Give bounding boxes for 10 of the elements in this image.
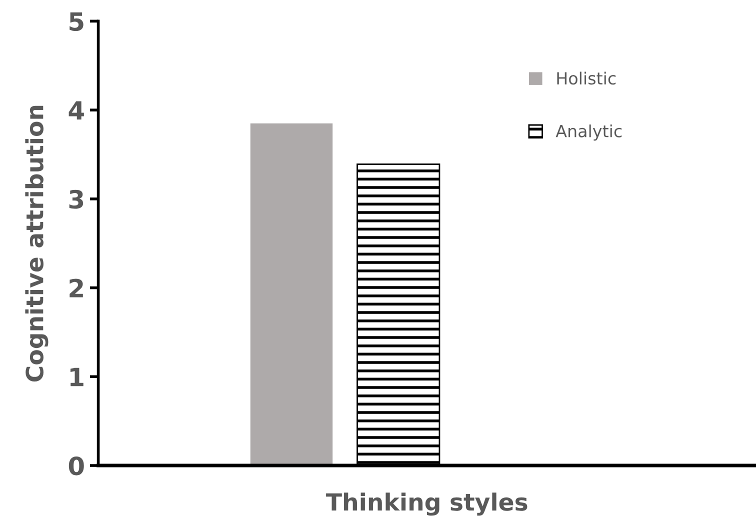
y-tick-label: 4: [68, 101, 84, 120]
y-axis-title: Cognitive attribution: [25, 106, 48, 382]
y-tick-label: 2: [70, 278, 83, 298]
y-tick-label: 3: [69, 190, 84, 209]
x-axis-title: Thinking styles: [326, 492, 528, 516]
legend-label: Holistic: [557, 72, 616, 85]
legend-label: Analytic: [556, 124, 622, 141]
y-tick-label: 0: [68, 456, 84, 476]
y-tick-label: 5: [70, 12, 84, 32]
y-tick-label: 1: [70, 368, 84, 386]
